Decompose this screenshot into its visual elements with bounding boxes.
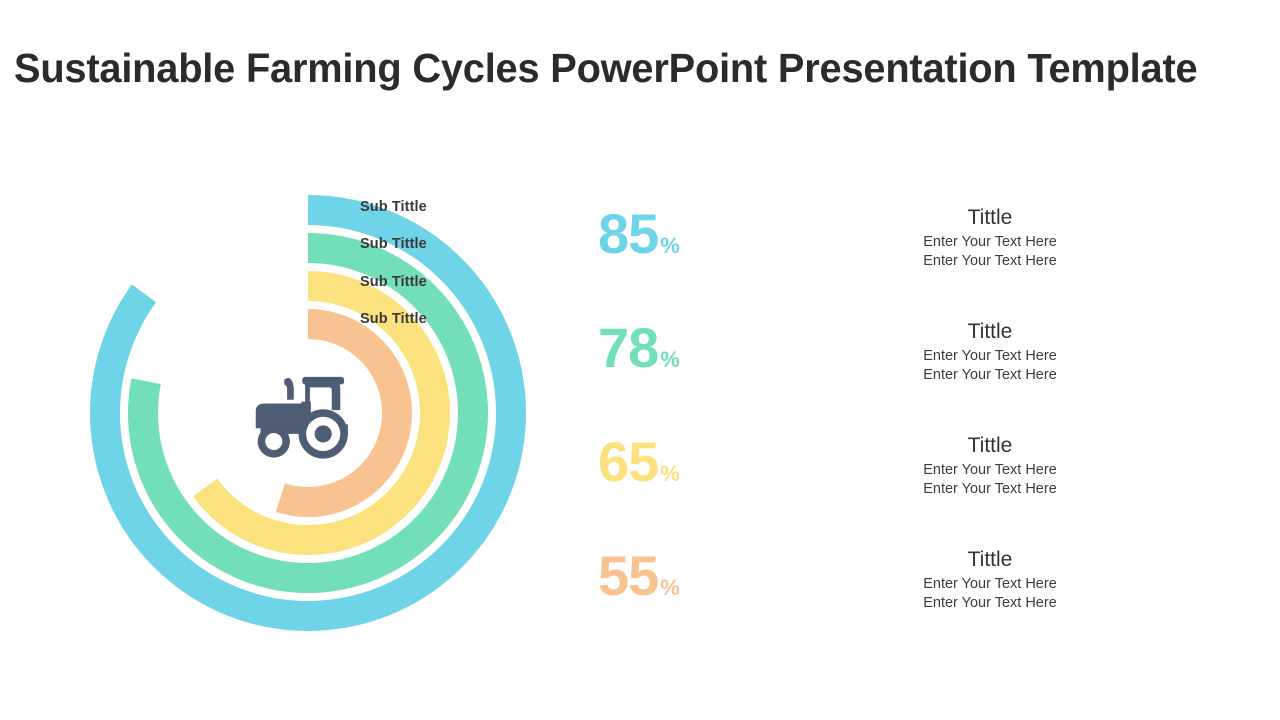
stat-row: 78 % Tittle Enter Your Text Here Enter Y… (590, 314, 1150, 428)
stat-percent-symbol: % (660, 461, 680, 486)
stat-value-group: 55 % (598, 548, 680, 604)
stat-number: 55 (598, 544, 659, 607)
ring-arc-2 (128, 233, 488, 593)
stat-value-group: 85 % (598, 206, 680, 262)
stat-body-line: Enter Your Text Here (923, 234, 1057, 251)
stat-percent-symbol: % (660, 575, 680, 600)
stat-heading: Tittle (967, 320, 1013, 343)
stat-body-line: Enter Your Text Here (923, 576, 1057, 593)
stat-body-line: Enter Your Text Here (923, 595, 1057, 612)
stats-panel: 85 % Tittle Enter Your Text Here Enter Y… (590, 200, 1150, 656)
stat-row: 55 % Tittle Enter Your Text Here Enter Y… (590, 542, 1150, 656)
stat-body-line: Enter Your Text Here (923, 481, 1057, 498)
stat-body-line: Enter Your Text Here (923, 253, 1057, 270)
stat-percent-symbol: % (660, 233, 680, 258)
stat-row: 65 % Tittle Enter Your Text Here Enter Y… (590, 428, 1150, 542)
radial-progress-chart (80, 185, 540, 645)
ring-legend-label-2: Sub Tittle (360, 236, 427, 252)
stat-text-block: Tittle Enter Your Text Here Enter Your T… (840, 434, 1140, 499)
ring-arc-3 (166, 271, 450, 555)
ring-legend-label-4: Sub Tittle (360, 311, 427, 327)
ring-chart-svg (90, 195, 526, 631)
stat-number: 65 (598, 430, 659, 493)
ring-legend-label-3: Sub Tittle (360, 274, 427, 290)
stat-row: 85 % Tittle Enter Your Text Here Enter Y… (590, 200, 1150, 314)
stat-text-block: Tittle Enter Your Text Here Enter Your T… (840, 548, 1140, 613)
tractor-icon (255, 376, 348, 459)
ring-arc-4 (204, 309, 412, 517)
stat-value-group: 65 % (598, 434, 680, 490)
ring-arc-1 (90, 195, 526, 631)
stat-value-group: 78 % (598, 320, 680, 376)
stat-heading: Tittle (967, 548, 1013, 571)
stat-text-block: Tittle Enter Your Text Here Enter Your T… (840, 206, 1140, 271)
stat-body-line: Enter Your Text Here (923, 348, 1057, 365)
stat-heading: Tittle (967, 434, 1013, 457)
stat-text-block: Tittle Enter Your Text Here Enter Your T… (840, 320, 1140, 385)
stat-number: 85 (598, 202, 659, 265)
stat-number: 78 (598, 316, 659, 379)
stat-body-line: Enter Your Text Here (923, 462, 1057, 479)
stat-heading: Tittle (967, 206, 1013, 229)
stat-body-line: Enter Your Text Here (923, 367, 1057, 384)
page-title: Sustainable Farming Cycles PowerPoint Pr… (14, 45, 1198, 91)
ring-legend-label-1: Sub Tittle (360, 199, 427, 215)
stat-percent-symbol: % (660, 347, 680, 372)
